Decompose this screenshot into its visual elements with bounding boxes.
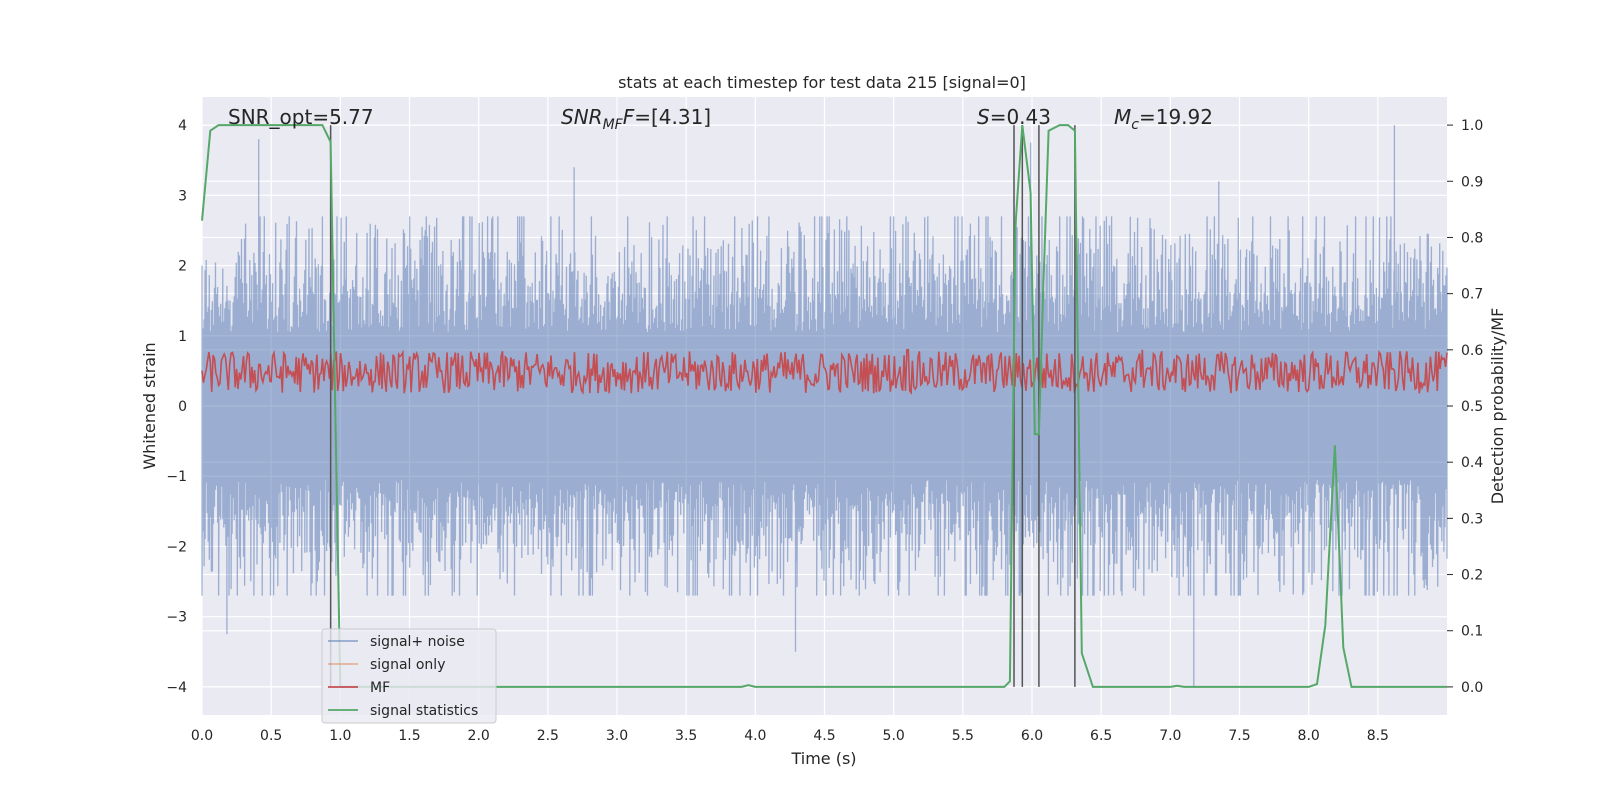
legend-label-signal-statistics: signal statistics [370, 703, 478, 719]
x-tick-label: 2.0 [468, 728, 490, 744]
y-right-tick-label: 0.4 [1461, 455, 1483, 471]
annotation-snr-mf: SNRMFF=[4.31] [561, 105, 711, 133]
legend-box [321, 628, 497, 724]
y-left-tick-label: −1 [166, 469, 187, 485]
signal-noise-series [201, 125, 1448, 687]
signal-statistics-line [201, 124, 1447, 688]
y-left-tick-label: 2 [178, 259, 187, 275]
x-tick-label: 6.0 [1021, 728, 1043, 744]
x-tick-label: 8.0 [1298, 728, 1320, 744]
y-right-tick-label: 0.5 [1461, 399, 1483, 415]
x-tick-label: 0.0 [191, 728, 213, 744]
annotation-s: S=0.43 [977, 105, 1051, 129]
y-left-tick-label: −2 [166, 539, 187, 555]
y-left-tick-labels: 4 3 2 1 0 −1 −2 −3 −4 [166, 118, 187, 696]
annotation-snr-mf-f: F [623, 105, 635, 129]
x-tick-label: 7.5 [1228, 728, 1250, 744]
legend: signal+ noise signal only MF signal stat… [321, 628, 497, 724]
legend-label-signal-noise: signal+ noise [370, 634, 465, 650]
annotation-snr-mf-value: =[4.31] [634, 105, 711, 129]
mf-series [201, 349, 1448, 396]
x-tick-label: 6.5 [1090, 728, 1112, 744]
y-left-tick-label: 1 [178, 329, 187, 345]
x-tick-label: 4.0 [744, 728, 766, 744]
x-tick-label: 4.5 [813, 728, 835, 744]
annotation-s-value: =0.43 [990, 105, 1051, 129]
y-left-tick-label: 4 [178, 118, 187, 134]
x-tick-label: 1.5 [398, 728, 420, 744]
x-tick-label: 8.5 [1367, 728, 1389, 744]
y-right-tick-label: 0.3 [1461, 511, 1483, 527]
y-right-tick-labels: 1.0 0.9 0.8 0.7 0.6 0.5 0.4 0.3 0.2 0.1 0.0 [1447, 118, 1483, 696]
legend-label-signal-only: signal only [370, 657, 445, 673]
signal-statistics-series [201, 124, 1447, 688]
y-right-tick-label: 0.8 [1461, 230, 1483, 246]
y-right-tick-label: 1.0 [1461, 118, 1483, 134]
x-tick-label: 0.5 [260, 728, 282, 744]
annotation-mc-value: =19.92 [1139, 105, 1213, 129]
x-tick-labels: 0.0 0.5 1.0 1.5 2.0 2.5 3.0 3.5 4.0 4.5 5.0 5.5 6.0 6… [191, 728, 1389, 744]
annotation-mc-sub: c [1131, 117, 1139, 133]
annotation-mc-main: M [1114, 105, 1131, 129]
x-tick-label: 5.0 [883, 728, 905, 744]
x-tick-label: 1.0 [329, 728, 351, 744]
mf-line [201, 349, 1448, 396]
y-right-tick-label: 0.9 [1461, 174, 1483, 190]
annotation-s-main: S [977, 105, 990, 129]
x-tick-label: 7.0 [1159, 728, 1181, 744]
annotation-snr-mf-sub: MF [603, 117, 624, 133]
y-left-tick-label: −4 [166, 680, 187, 696]
y-right-tick-label: 0.6 [1461, 343, 1483, 359]
y-right-tick-label: 0.0 [1461, 680, 1483, 696]
x-axis-label: Time (s) [790, 749, 856, 768]
annotation-snr-mf-main: SNR [561, 105, 603, 129]
y-right-tick-label: 0.1 [1461, 624, 1483, 640]
y-right-tick-label: 0.2 [1461, 568, 1483, 584]
legend-label-mf: MF [370, 680, 390, 696]
annotation-snr-opt: SNR_opt=5.77 [228, 105, 374, 129]
y-right-axis-label: Detection probability/MF [1488, 308, 1507, 505]
x-tick-label: 2.5 [537, 728, 559, 744]
x-tick-label: 5.5 [952, 728, 974, 744]
y-left-tick-label: 0 [178, 399, 187, 415]
x-tick-label: 3.0 [606, 728, 628, 744]
x-tick-label: 3.5 [675, 728, 697, 744]
y-right-tick-label: 0.7 [1461, 287, 1483, 303]
signal-noise-line [201, 125, 1448, 687]
y-left-axis-label: Whitened strain [140, 342, 159, 469]
y-left-tick-label: −3 [166, 610, 187, 626]
annotation-mc: Mc=19.92 [1114, 105, 1213, 133]
chart-title: stats at each timestep for test data 215… [618, 73, 1026, 92]
y-left-tick-label: 3 [178, 188, 187, 204]
